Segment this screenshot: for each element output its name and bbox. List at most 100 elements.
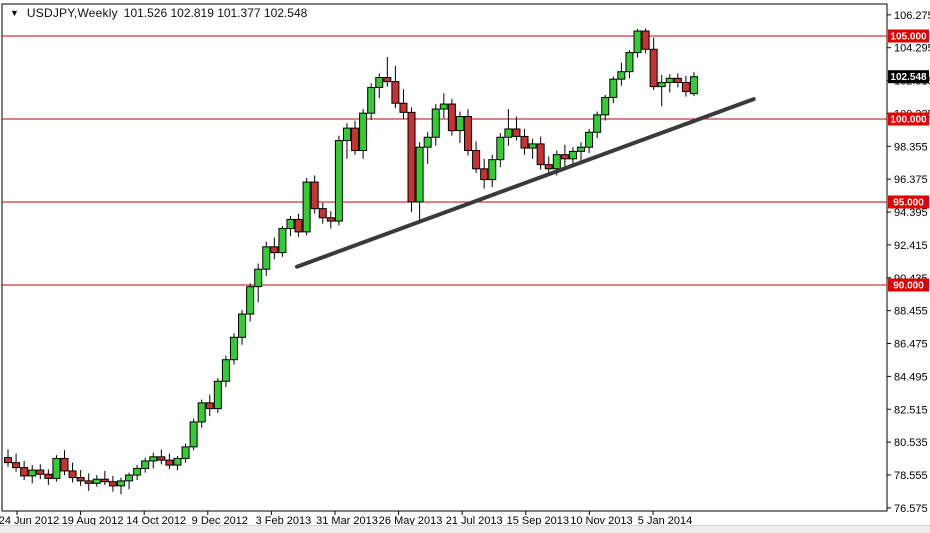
candle[interactable] <box>681 75 690 97</box>
candle-body <box>512 128 521 137</box>
candle[interactable] <box>342 123 351 159</box>
candle[interactable] <box>617 62 626 86</box>
candle[interactable] <box>625 50 634 79</box>
candle[interactable] <box>189 418 198 451</box>
candle[interactable] <box>439 93 448 119</box>
x-axis-label: 24 Jun 2012 <box>0 515 59 527</box>
candle[interactable] <box>536 136 545 170</box>
x-axis-label: 5 Jan 2014 <box>638 515 692 527</box>
candle[interactable] <box>585 128 594 154</box>
candle[interactable] <box>254 263 263 303</box>
candle[interactable] <box>165 453 174 470</box>
candle-body <box>108 481 117 487</box>
candle[interactable] <box>383 56 392 87</box>
candle[interactable] <box>60 450 69 476</box>
candle[interactable] <box>665 74 674 93</box>
candle[interactable] <box>92 475 101 487</box>
candle[interactable] <box>367 83 376 120</box>
candle[interactable] <box>512 116 521 141</box>
candle[interactable] <box>326 211 335 229</box>
candle[interactable] <box>415 142 424 223</box>
candle-body <box>399 102 408 113</box>
candle[interactable] <box>12 453 21 472</box>
candle[interactable] <box>125 472 134 490</box>
candle-body <box>681 81 690 93</box>
candle[interactable] <box>36 464 45 480</box>
candle[interactable] <box>375 73 384 99</box>
candle[interactable] <box>601 94 610 121</box>
candle[interactable] <box>52 455 61 482</box>
candle[interactable] <box>528 138 537 159</box>
candle[interactable] <box>229 333 238 365</box>
symbol-dropdown-icon[interactable]: ▼ <box>10 8 19 18</box>
candle[interactable] <box>302 177 311 236</box>
candle[interactable] <box>649 37 658 90</box>
candle[interactable] <box>286 216 295 237</box>
candle[interactable] <box>673 73 682 88</box>
candle[interactable] <box>641 28 650 54</box>
candle[interactable] <box>173 455 182 471</box>
candle[interactable] <box>221 355 230 388</box>
candle[interactable] <box>149 452 158 469</box>
candle[interactable] <box>633 29 642 58</box>
candle[interactable] <box>488 154 497 188</box>
candle[interactable] <box>472 141 481 173</box>
candle[interactable] <box>20 460 29 481</box>
x-axis-label: 19 Aug 2012 <box>62 515 124 527</box>
candle[interactable] <box>108 475 117 492</box>
candle[interactable] <box>238 309 247 345</box>
candle[interactable] <box>68 462 77 483</box>
candle[interactable] <box>447 99 456 136</box>
candle[interactable] <box>657 75 666 107</box>
candle[interactable] <box>391 65 400 109</box>
candle[interactable] <box>455 111 464 144</box>
candle[interactable] <box>609 76 618 104</box>
candle[interactable] <box>399 89 408 119</box>
candle[interactable] <box>568 147 577 166</box>
candle[interactable] <box>116 477 125 495</box>
candle[interactable] <box>76 470 85 486</box>
candle[interactable] <box>197 399 206 428</box>
candle[interactable] <box>496 133 505 168</box>
candle[interactable] <box>4 449 12 467</box>
candle[interactable] <box>464 109 473 156</box>
candle[interactable] <box>690 72 699 97</box>
candle[interactable] <box>294 213 303 237</box>
candle-body <box>181 446 190 459</box>
candle[interactable] <box>431 104 440 146</box>
candle[interactable] <box>262 241 271 276</box>
candle-body <box>601 96 610 116</box>
candle[interactable] <box>133 465 142 481</box>
candle[interactable] <box>28 465 37 484</box>
candle[interactable] <box>480 158 489 189</box>
candle[interactable] <box>560 144 569 167</box>
candle[interactable] <box>310 175 319 214</box>
trendline[interactable] <box>294 97 756 269</box>
candle[interactable] <box>205 394 214 417</box>
y-axis-label: 76.575 <box>894 503 928 515</box>
candle[interactable] <box>577 142 586 163</box>
candle[interactable] <box>334 135 343 226</box>
candle[interactable] <box>100 470 109 486</box>
candle-body <box>92 478 101 484</box>
candle[interactable] <box>351 120 360 155</box>
candle[interactable] <box>504 109 513 146</box>
candle[interactable] <box>44 469 53 486</box>
candle-body <box>213 380 222 410</box>
candle[interactable] <box>318 202 327 224</box>
candle[interactable] <box>181 443 190 463</box>
candle[interactable] <box>141 457 150 473</box>
candle[interactable] <box>213 377 222 413</box>
candle[interactable] <box>407 107 416 212</box>
candle[interactable] <box>84 473 93 491</box>
candle[interactable] <box>157 449 166 465</box>
candle[interactable] <box>278 226 287 257</box>
candle[interactable] <box>270 237 279 260</box>
candle[interactable] <box>423 132 432 164</box>
candle[interactable] <box>359 109 368 159</box>
x-axis-label: 31 Mar 2013 <box>316 515 378 527</box>
candle[interactable] <box>593 111 602 139</box>
candle[interactable] <box>246 283 255 322</box>
candle[interactable] <box>520 128 529 155</box>
